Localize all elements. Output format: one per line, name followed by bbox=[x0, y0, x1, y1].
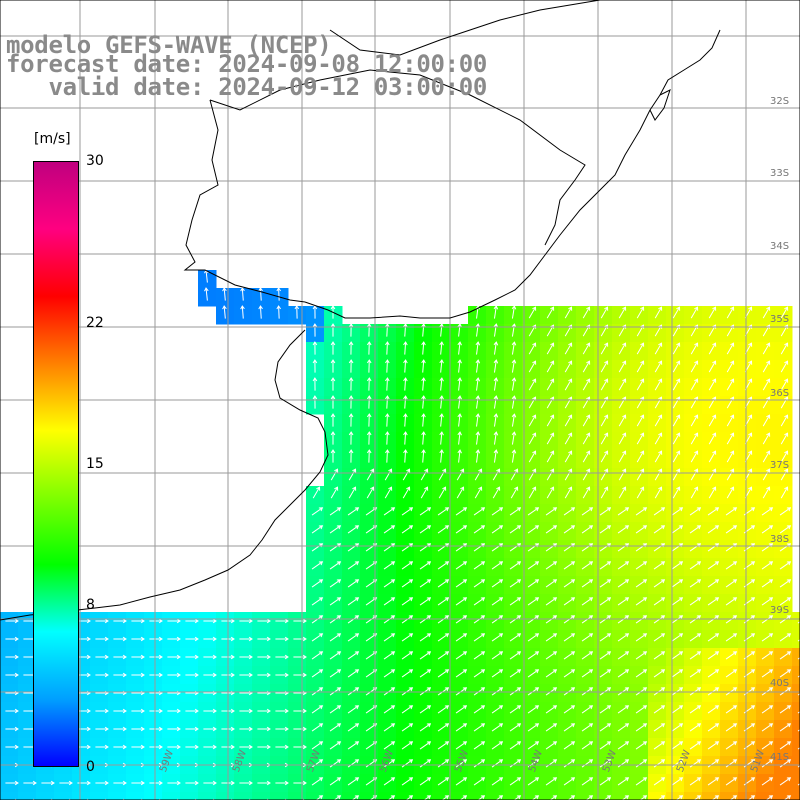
wind-cell bbox=[792, 666, 800, 685]
wind-cell bbox=[216, 792, 235, 800]
wind-cell bbox=[792, 702, 800, 721]
wind-cell bbox=[36, 792, 55, 800]
wind-cell bbox=[792, 612, 800, 631]
wind-cell bbox=[108, 792, 127, 800]
latitude-label: 36S bbox=[770, 388, 789, 399]
wind-cell bbox=[18, 792, 37, 800]
colorbar-tick-label: 15 bbox=[86, 456, 104, 472]
latitude-label: 33S bbox=[770, 168, 789, 179]
wind-cell bbox=[792, 684, 800, 703]
wind-cell bbox=[198, 792, 217, 800]
wind-cell bbox=[792, 648, 800, 667]
latitude-label: 37S bbox=[770, 460, 789, 471]
wind-cell bbox=[792, 630, 800, 649]
valid-date: valid date: 2024-09-12 03:00:00 bbox=[6, 75, 487, 99]
wind-cell bbox=[144, 792, 163, 800]
wind-cell bbox=[270, 792, 289, 800]
latitude-label: 39S bbox=[770, 605, 789, 616]
wind-cell bbox=[162, 792, 181, 800]
colorbar-tick-label: 0 bbox=[86, 759, 95, 775]
colorbar-tick-label: 22 bbox=[86, 315, 104, 331]
wind-cell bbox=[72, 792, 91, 800]
wind-cell bbox=[126, 792, 145, 800]
latitude-label: 41S bbox=[770, 752, 789, 763]
wind-cell bbox=[792, 720, 800, 739]
latitude-label: 32S bbox=[770, 96, 789, 107]
latitude-label: 34S bbox=[770, 241, 789, 252]
wind-cell bbox=[54, 792, 73, 800]
wind-cell bbox=[792, 738, 800, 757]
wind-cell bbox=[288, 792, 307, 800]
latitude-label: 40S bbox=[770, 678, 789, 689]
wind-cell bbox=[0, 792, 19, 800]
wind-cell bbox=[792, 792, 800, 800]
latitude-label: 35S bbox=[770, 314, 789, 325]
wind-cell bbox=[792, 774, 800, 793]
colorbar-tick-label: 30 bbox=[86, 153, 104, 169]
latitude-label: 38S bbox=[770, 534, 789, 545]
wind-cell bbox=[180, 792, 199, 800]
wind-cell bbox=[234, 792, 253, 800]
colorbar-tick-label: 8 bbox=[86, 597, 95, 613]
wind-cell bbox=[90, 792, 109, 800]
wind-cell bbox=[252, 792, 271, 800]
colorbar bbox=[33, 161, 79, 767]
colorbar-unit: [m/s] bbox=[34, 131, 71, 147]
